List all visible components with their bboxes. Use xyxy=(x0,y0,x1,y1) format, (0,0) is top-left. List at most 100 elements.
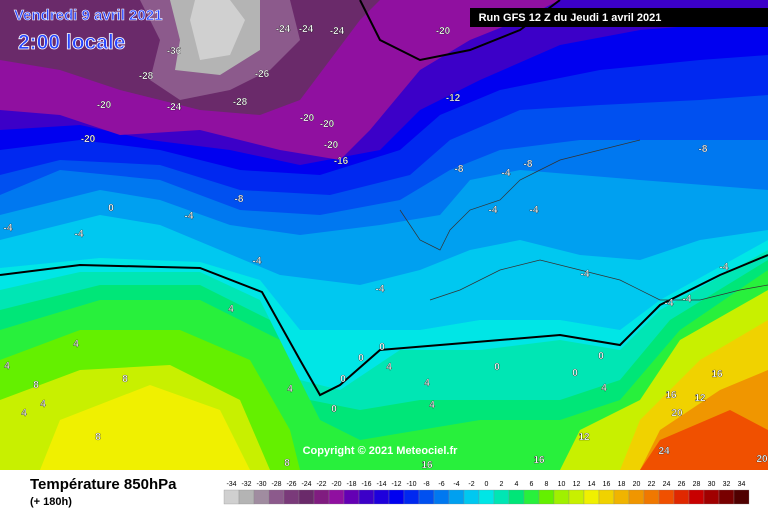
contour-label: -4 xyxy=(75,229,84,240)
legend-swatch xyxy=(493,489,510,505)
contour-label: 20 xyxy=(756,454,768,465)
legend-label: -26 xyxy=(286,481,296,488)
legend-swatch xyxy=(463,489,480,505)
contour-label: -28 xyxy=(233,97,248,108)
legend-swatch xyxy=(313,489,330,505)
contour-label: -20 xyxy=(436,26,451,37)
legend-label: -30 xyxy=(256,481,266,488)
time-title: 2:00 locale xyxy=(18,31,125,54)
legend-swatch xyxy=(673,489,690,505)
legend-swatch xyxy=(433,489,450,505)
contour-label: 16 xyxy=(421,460,433,471)
legend-label: 8 xyxy=(545,481,549,488)
contour-label: -4 xyxy=(376,284,385,295)
legend-label: 30 xyxy=(708,481,716,488)
legend-swatch xyxy=(478,489,495,505)
contour-label: 0 xyxy=(572,368,578,379)
contour-label: 4 xyxy=(21,408,27,419)
legend-label: 6 xyxy=(530,481,534,488)
contour-label: 4 xyxy=(73,339,79,350)
contour-label: -24 xyxy=(330,26,345,37)
footer-title: Température 850hPa xyxy=(30,476,177,493)
contour-label: 8 xyxy=(95,432,101,443)
legend-label: 2 xyxy=(500,481,504,488)
legend-swatch xyxy=(658,489,675,505)
contour-label: 4 xyxy=(40,399,46,410)
date-title: Vendredi 9 avril 2021 xyxy=(14,7,162,24)
contour-label: -20 xyxy=(97,100,112,111)
contour-label: 24 xyxy=(658,446,670,457)
contour-label: 0 xyxy=(494,362,500,373)
contour-label: -20 xyxy=(324,140,339,151)
coastline xyxy=(429,259,768,301)
contour-label: 4 xyxy=(4,361,10,372)
run-info: Run GFS 12 Z du Jeudi 1 avril 2021 xyxy=(479,12,662,24)
legend-label: -34 xyxy=(226,481,236,488)
contour-label: 0 xyxy=(598,351,604,362)
contour-label: 8 xyxy=(33,380,39,391)
run-box xyxy=(470,8,768,27)
contour-label: -4 xyxy=(581,269,590,280)
legend-swatch xyxy=(733,489,750,505)
contour-label: -12 xyxy=(446,93,461,104)
legend-swatch xyxy=(703,489,720,505)
contour-label: 16 xyxy=(533,455,545,466)
legend-label: 12 xyxy=(573,481,581,488)
legend-label: 32 xyxy=(723,481,731,488)
legend-label: 34 xyxy=(738,481,746,488)
temperature-area xyxy=(40,385,250,470)
contour-label: -24 xyxy=(299,24,314,35)
contour-label: -16 xyxy=(334,156,349,167)
legend-label: 20 xyxy=(633,481,641,488)
contour-label: 16 xyxy=(665,390,677,401)
legend-label: 22 xyxy=(648,481,656,488)
legend-swatch xyxy=(598,489,615,505)
contour-label: 20 xyxy=(671,408,683,419)
legend-swatch xyxy=(583,489,600,505)
contour-label: 0 xyxy=(331,404,337,415)
legend-swatch xyxy=(538,489,555,505)
contour-label: -28 xyxy=(139,71,154,82)
legend-swatch xyxy=(343,489,360,505)
legend-label: -18 xyxy=(346,481,356,488)
contour-label: 4 xyxy=(228,304,234,315)
legend-label: -16 xyxy=(361,481,371,488)
contour-label: -4 xyxy=(185,211,194,222)
contour-label: -4 xyxy=(665,298,674,309)
legend-swatch xyxy=(268,489,285,505)
copyright: Copyright © 2021 Meteociel.fr xyxy=(303,445,459,457)
coastline xyxy=(399,139,641,251)
legend-label: -2 xyxy=(468,481,474,488)
legend-label: -12 xyxy=(391,481,401,488)
legend-swatch xyxy=(523,489,540,505)
legend-swatch xyxy=(388,489,405,505)
legend-label: -20 xyxy=(331,481,341,488)
contour-label: -8 xyxy=(699,144,708,155)
contour-label: -4 xyxy=(4,223,13,234)
contour-label: 4 xyxy=(424,378,430,389)
contour-label: 4 xyxy=(429,400,435,411)
contour-label: -4 xyxy=(720,262,729,273)
legend-swatch xyxy=(613,489,630,505)
legend-swatch xyxy=(568,489,585,505)
contour-label: 8 xyxy=(284,458,290,469)
contour-label: 16 xyxy=(711,369,723,380)
legend-swatch xyxy=(448,489,465,505)
contour-label: -20 xyxy=(320,119,335,130)
legend-label: 10 xyxy=(558,481,566,488)
legend-swatch xyxy=(628,489,645,505)
legend-swatch xyxy=(403,489,420,505)
legend-swatch xyxy=(688,489,705,505)
legend-label: 26 xyxy=(678,481,686,488)
legend-swatch xyxy=(718,489,735,505)
contour-label: -4 xyxy=(502,168,511,179)
footer-lead: (+ 180h) xyxy=(30,496,72,508)
contour-label: 0 xyxy=(340,374,346,385)
legend-label: 24 xyxy=(663,481,671,488)
legend-label: 0 xyxy=(485,481,489,488)
legend-label: -4 xyxy=(453,481,459,488)
contour-labels: -24 -24 -24 -20-36-28 -26-20 -24 -28 -12-20-20-… xyxy=(3,24,768,471)
legend-label: 14 xyxy=(588,481,596,488)
contour-label: 0 xyxy=(379,342,385,353)
